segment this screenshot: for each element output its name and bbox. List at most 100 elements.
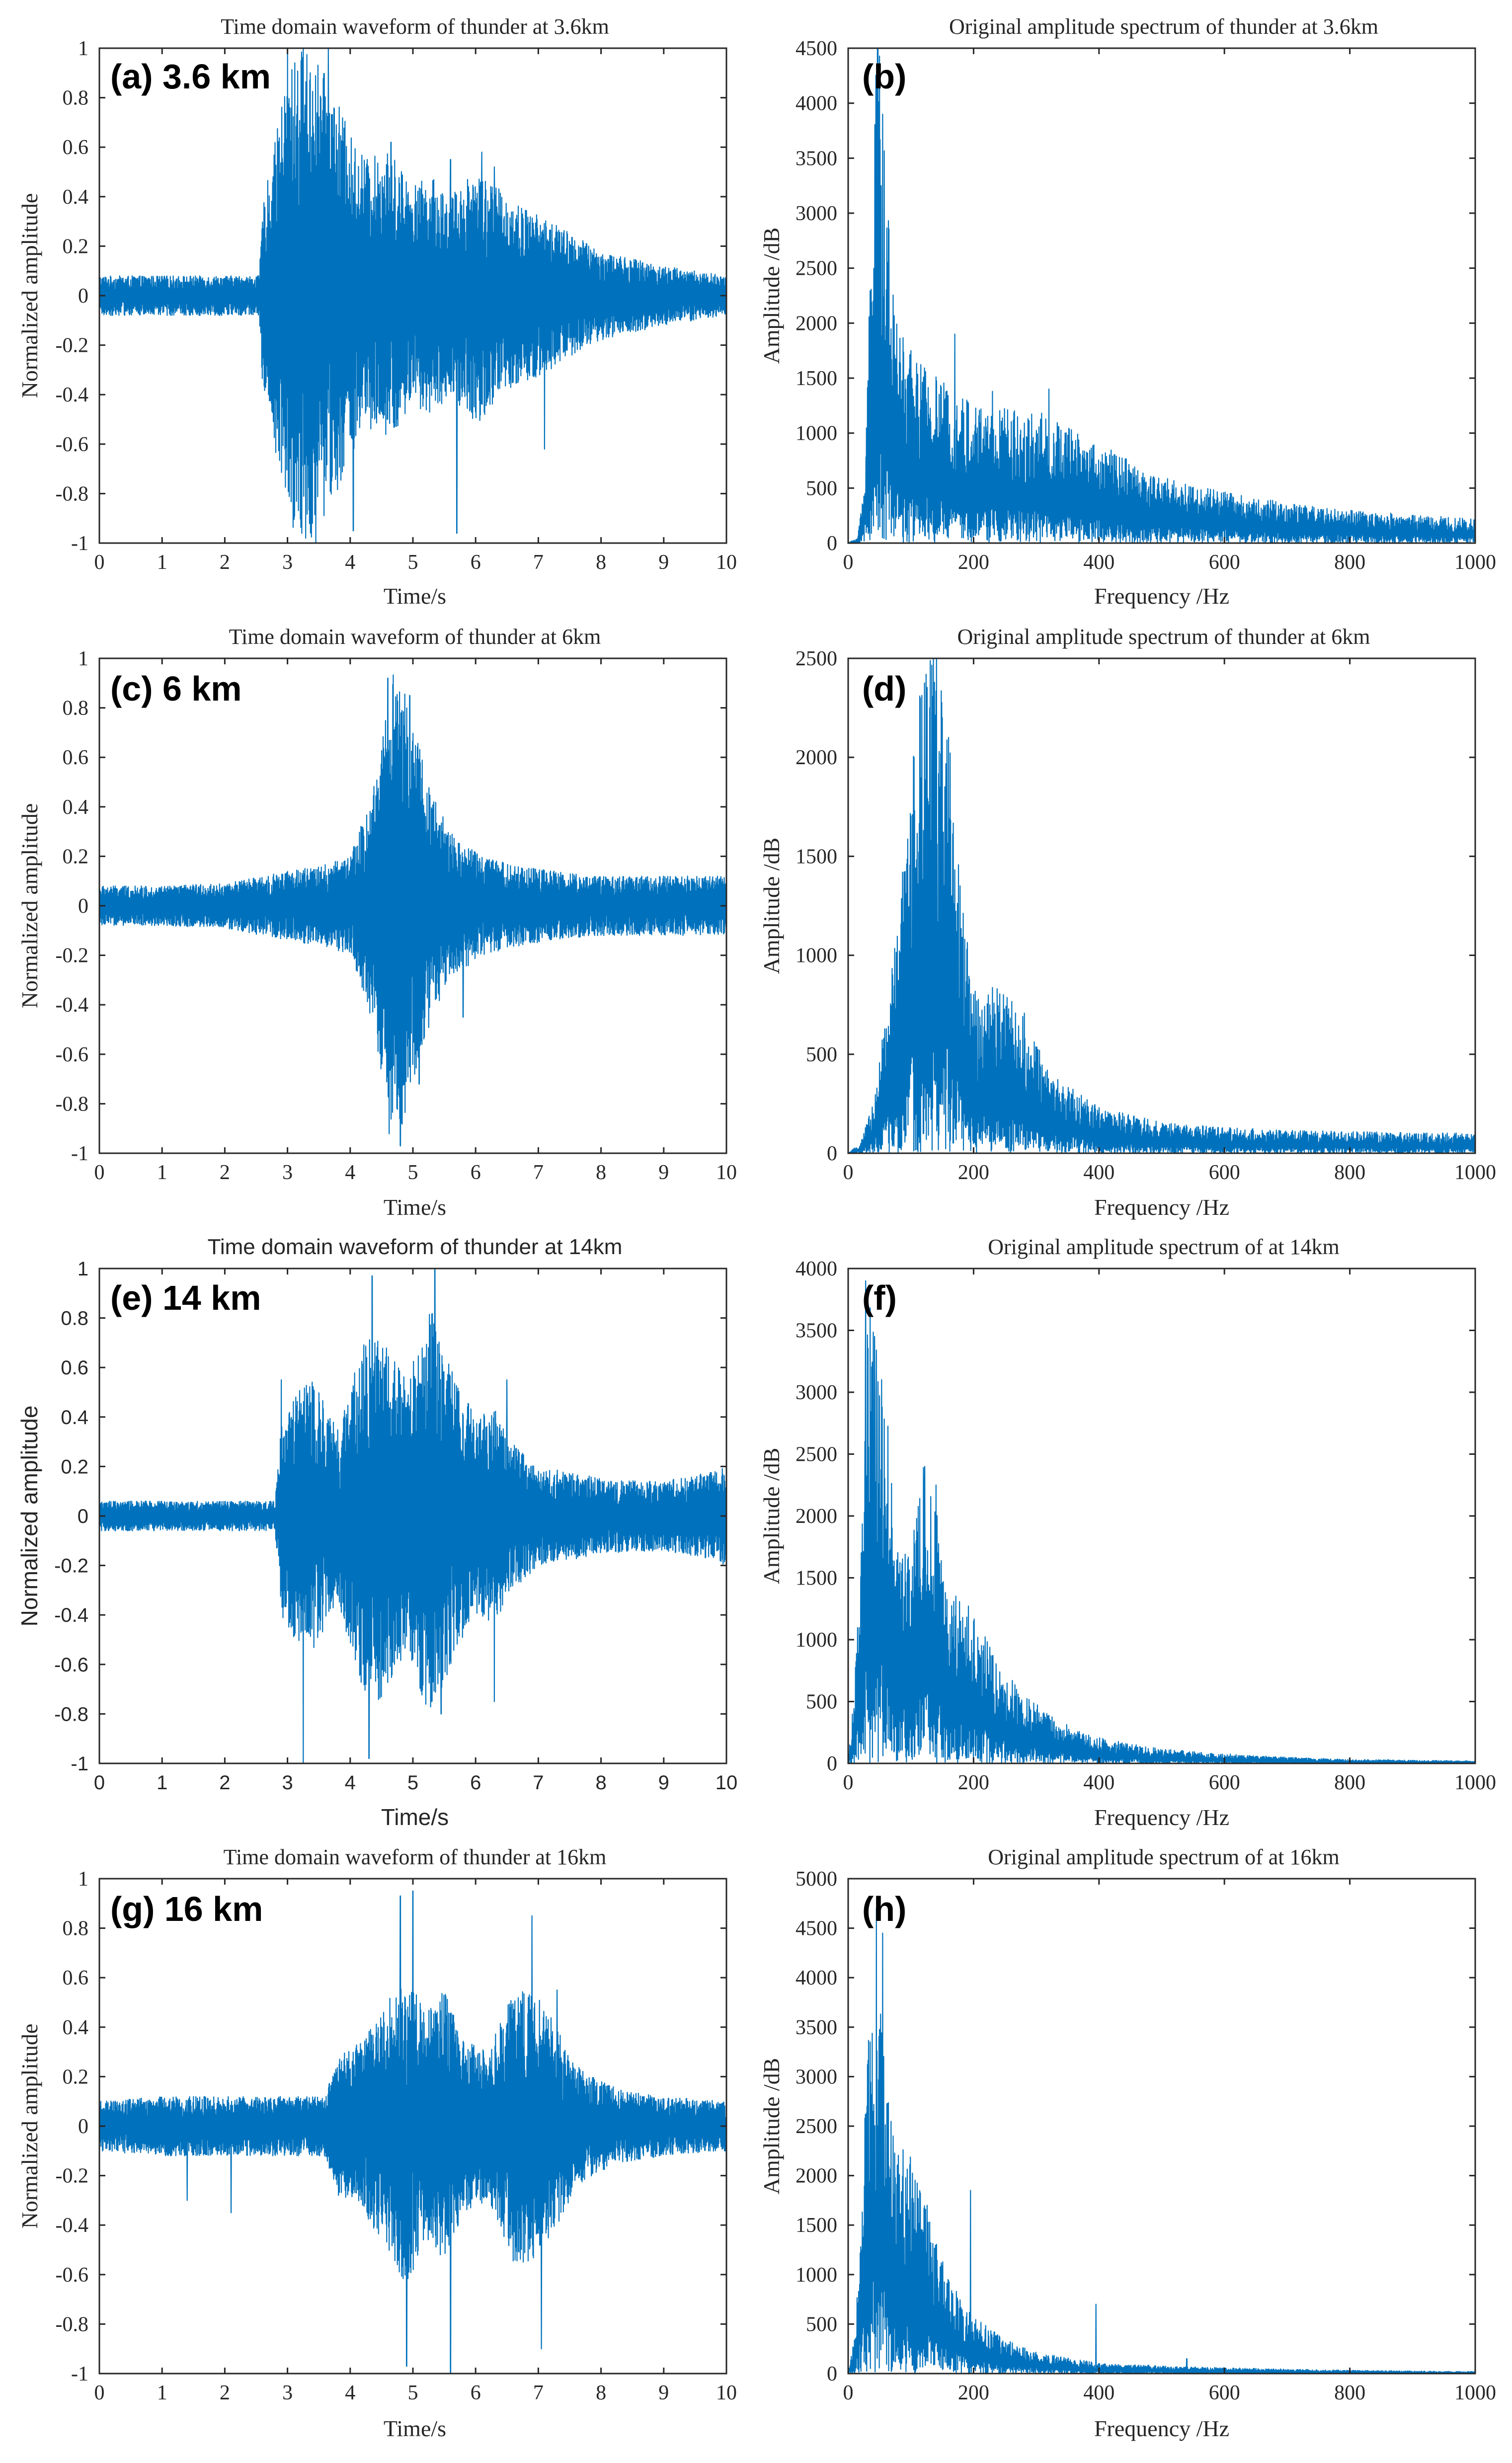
panel-g-plot: 0 1 2 3 4 5 6 7 8 9 10 -1 -0.8 -0.6 -0.4 -0.2 0 0.2 0.4 0.6… bbox=[56, 1868, 737, 2404]
panel-b-xtick-label: 800 bbox=[1334, 551, 1365, 574]
panel-g-xtick-label: 0 bbox=[94, 2382, 105, 2404]
panel-a-ytick-label: -0.2 bbox=[56, 334, 89, 357]
panel-e-xtick-label: 10 bbox=[716, 1772, 738, 1794]
panel-a-ytick-label: -0.6 bbox=[56, 433, 89, 456]
panel-h-xtick-label: 1000 bbox=[1454, 2382, 1496, 2404]
panel-d-ytick-label: 2000 bbox=[796, 746, 837, 769]
panel-c-xtick-label: 8 bbox=[596, 1161, 606, 1184]
panel-g-ylabel: Normalized amplitude bbox=[17, 2024, 42, 2229]
panel-f-ytick-label: 1000 bbox=[796, 1629, 837, 1652]
panel-c-ytick-label: 0 bbox=[78, 895, 88, 918]
panel-d-series-line bbox=[848, 657, 1476, 1154]
panel-e-xtick-label: 9 bbox=[658, 1772, 669, 1794]
panel-c-label: (c) 6 km bbox=[110, 669, 242, 708]
panel-c-xtick-label: 1 bbox=[157, 1161, 167, 1184]
panel-c-xtick-label: 7 bbox=[533, 1161, 544, 1184]
panel-h-ytick-label: 3000 bbox=[796, 2066, 837, 2088]
panel-a-xtick-label: 5 bbox=[408, 551, 418, 574]
panel-a-xlabel: Time/s bbox=[384, 583, 446, 609]
panel-b-ytick-label: 0 bbox=[827, 532, 837, 555]
panel-b-ytick-label: 3500 bbox=[796, 147, 837, 170]
panel-e-ytick-label: 1 bbox=[78, 1258, 88, 1280]
panel-c-series-line bbox=[98, 674, 727, 1147]
panel-g-xtick-label: 7 bbox=[533, 2382, 544, 2404]
panel-f-series-line bbox=[848, 1280, 1476, 1764]
panel-g-ytick-label: 0.8 bbox=[63, 1917, 89, 1940]
panel-h-frame bbox=[847, 1878, 1476, 2375]
panel-a-xtick-label: 9 bbox=[658, 551, 669, 574]
panel-g-xtick-label: 3 bbox=[282, 2382, 293, 2404]
panel-h-xtick-label: 0 bbox=[843, 2382, 854, 2404]
panel-d: Original amplitude spectrum of thunder a… bbox=[759, 625, 1496, 1220]
panel-a: Time domain waveform of thunder at 3.6km… bbox=[17, 14, 737, 609]
panel-h-title: Original amplitude spectrum of at 16km bbox=[988, 1845, 1340, 1869]
panel-e-plot: 0 1 2 3 4 5 6 7 8 9 10 -1 -0.8 -0.6 -0.4 -0.2 0 0.2 0.4 0.6… bbox=[54, 1258, 737, 1794]
panel-h-ytick-label: 2000 bbox=[796, 2165, 837, 2188]
panel-f-xlabel: Frequency /Hz bbox=[1094, 1805, 1229, 1830]
panel-h-xtick-label: 400 bbox=[1083, 2382, 1114, 2404]
panel-h-ytick-label: 5000 bbox=[796, 1868, 837, 1891]
panel-b-ytick-label: 1000 bbox=[796, 422, 837, 445]
panel-h-ytick-label: 4000 bbox=[796, 1967, 837, 1989]
panel-a-xtick-label: 2 bbox=[220, 551, 230, 574]
panel-e-frame-overlay bbox=[98, 1268, 727, 1764]
panel-h-plot: 0 200 400 600 800 1000 0 500 1000 1500 2000 2500 300… bbox=[796, 1868, 1496, 2404]
panel-a-ytick-label: 0.4 bbox=[63, 186, 89, 209]
panel-b-frame-overlay bbox=[847, 47, 1476, 544]
panel-c-ytick-label: -0.2 bbox=[56, 945, 89, 967]
panel-d-ylabel: Amplitude /dB bbox=[759, 838, 784, 974]
panel-c-xtick-label: 3 bbox=[282, 1161, 293, 1184]
panel-d-title: Original amplitude spectrum of thunder a… bbox=[957, 625, 1370, 649]
panel-d-ytick-label: 1500 bbox=[796, 845, 837, 868]
panel-h-xtick-label: 600 bbox=[1209, 2382, 1240, 2404]
panel-c-plot: 0 1 2 3 4 5 6 7 8 9 10 -1 -0.8 -0.6 -0.4 -0.2 0 0.2 0.4 0.6… bbox=[56, 647, 737, 1184]
panel-g-xtick-label: 10 bbox=[716, 2382, 737, 2404]
panel-h-xtick-label: 800 bbox=[1334, 2382, 1365, 2404]
panel-d-ytick-label: 2500 bbox=[796, 647, 837, 670]
panel-a-xtick-label: 7 bbox=[533, 551, 544, 574]
panel-a-xtick-label: 6 bbox=[471, 551, 481, 574]
panel-c-ytick-label: 0.6 bbox=[63, 746, 89, 769]
panel-f-xtick-label: 800 bbox=[1334, 1771, 1365, 1794]
panel-h-ylabel: Amplitude /dB bbox=[759, 2058, 784, 2195]
panel-d-ytick-label: 500 bbox=[806, 1043, 837, 1066]
panel-g-xtick-label: 9 bbox=[658, 2382, 669, 2404]
panel-g-ytick-label: 0 bbox=[78, 2115, 88, 2138]
panel-e-xtick-label: 7 bbox=[533, 1772, 544, 1794]
panel-d-xtick-label: 600 bbox=[1209, 1161, 1240, 1184]
panel-g-title: Time domain waveform of thunder at 16km bbox=[224, 1845, 607, 1869]
panel-c-ytick-label: 0.2 bbox=[63, 845, 89, 868]
panel-e-ytick-label: 0.4 bbox=[61, 1407, 88, 1429]
panel-c-ytick-label: -0.8 bbox=[56, 1093, 89, 1115]
panel-d-xtick-label: 0 bbox=[843, 1161, 854, 1184]
panel-b-label: (b) bbox=[862, 57, 906, 96]
panel-e-xlabel: Time/s bbox=[381, 1804, 449, 1830]
panel-e: Time domain waveform of thunder at 14km … bbox=[16, 1235, 737, 1830]
panel-h-ytick-label: 1000 bbox=[796, 2264, 837, 2287]
panel-g-ytick-label: -0.2 bbox=[56, 2165, 89, 2188]
panel-b-xtick-label: 600 bbox=[1209, 551, 1240, 574]
panel-f-ytick-label: 4000 bbox=[796, 1258, 837, 1280]
panel-a-ytick-label: -0.8 bbox=[56, 482, 89, 505]
panel-a-ylabel: Normalized amplitude bbox=[17, 193, 42, 398]
panel-b-series-line bbox=[848, 47, 1476, 544]
panel-c-frame-overlay bbox=[98, 657, 727, 1154]
panel-h-ytick-label: 3500 bbox=[796, 2016, 837, 2039]
panel-b-xtick-label: 0 bbox=[843, 551, 854, 574]
panel-c-xtick-label: 4 bbox=[345, 1161, 355, 1184]
panel-a-xtick-label: 10 bbox=[716, 551, 737, 574]
panel-e-xtick-label: 3 bbox=[282, 1772, 293, 1794]
panel-g-xlabel: Time/s bbox=[384, 2416, 446, 2441]
panel-e-xtick-label: 0 bbox=[94, 1772, 105, 1794]
panel-g-ytick-label: 0.2 bbox=[63, 2066, 89, 2088]
panel-f-ytick-label: 0 bbox=[827, 1752, 837, 1775]
panel-c-xtick-label: 10 bbox=[716, 1161, 737, 1184]
panel-g-series-line bbox=[98, 1890, 727, 2375]
panel-a-ytick-label: 0 bbox=[78, 285, 88, 308]
panel-a-xtick-label: 0 bbox=[94, 551, 105, 574]
panel-g-xtick-label: 8 bbox=[596, 2382, 606, 2404]
panel-g-xtick-label: 1 bbox=[157, 2382, 167, 2404]
panel-g: Time domain waveform of thunder at 16km … bbox=[17, 1845, 737, 2441]
panel-e-xtick-label: 6 bbox=[470, 1772, 481, 1794]
panel-b-ytick-label: 4000 bbox=[796, 92, 837, 115]
